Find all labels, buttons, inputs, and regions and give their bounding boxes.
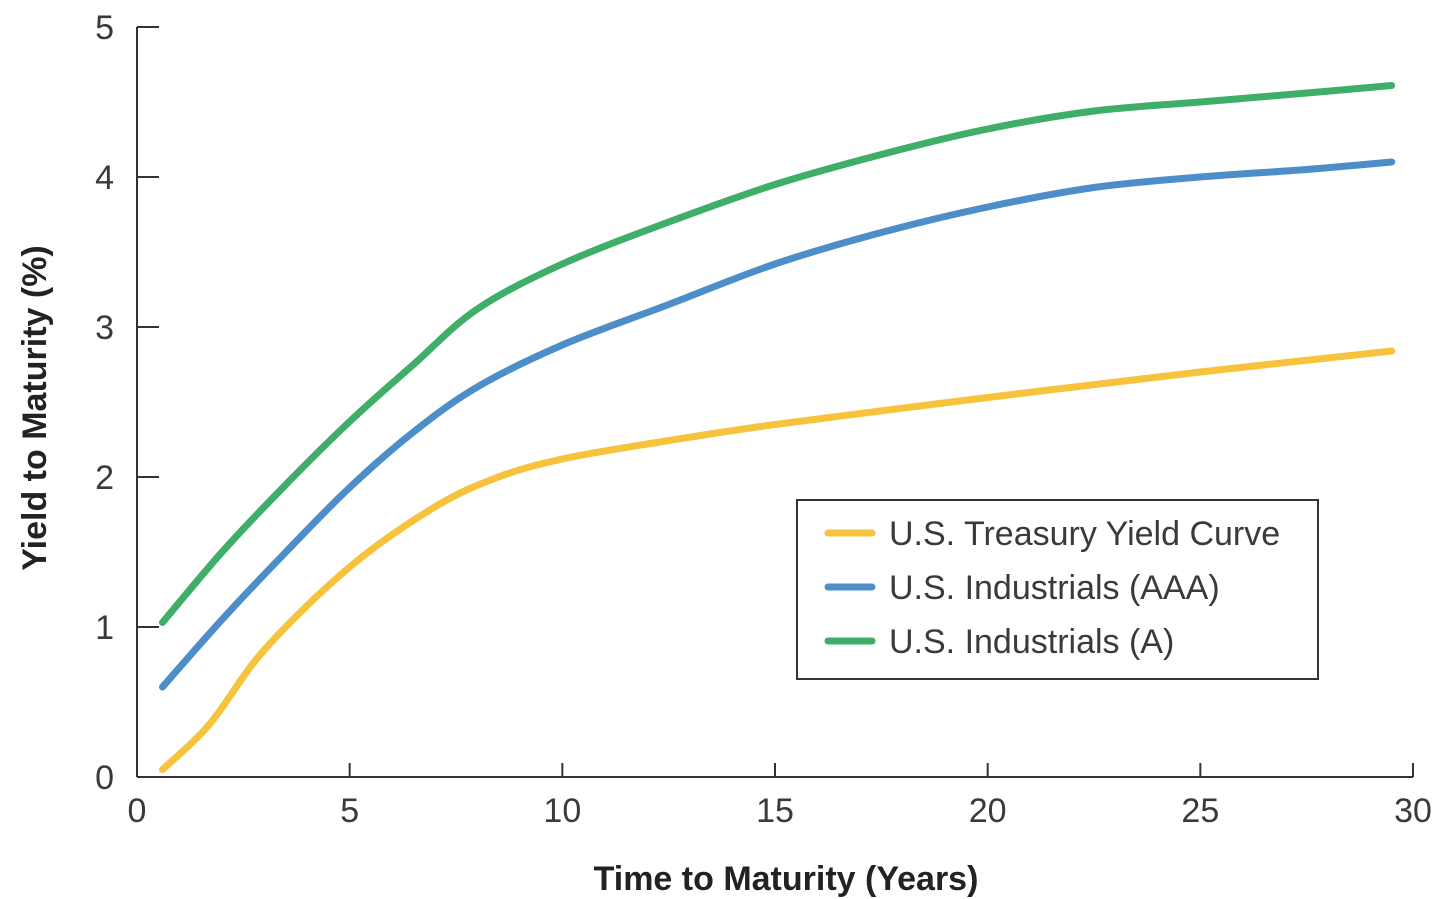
- y-axis-title: Yield to Maturity (%): [16, 245, 54, 571]
- series-lines: [159, 82, 1396, 773]
- legend-label: U.S. Treasury Yield Curve: [889, 515, 1280, 553]
- y-tick-label: 2: [95, 459, 114, 497]
- ticks: 0 5 10 15 20 25 30 0 1 2 3 4 5: [95, 9, 1432, 830]
- y-tick-label: 4: [95, 159, 114, 197]
- x-tick-label: 10: [543, 792, 581, 830]
- x-tick-label: 30: [1394, 792, 1432, 830]
- x-tick-label: 15: [756, 792, 794, 830]
- x-tick-label: 25: [1181, 792, 1219, 830]
- y-tick-label: 0: [95, 759, 114, 797]
- legend-box: [796, 499, 1319, 680]
- series-line-u-s-treasury-yield-curve: [159, 347, 1396, 773]
- x-tick-label: 20: [969, 792, 1007, 830]
- legend: U.S. Treasury Yield Curve U.S. Industrial…: [796, 499, 1319, 680]
- y-tick-label: 5: [95, 9, 114, 47]
- x-tick-label: 0: [128, 792, 147, 830]
- legend-label: U.S. Industrials (AAA): [889, 569, 1220, 607]
- legend-label: U.S. Industrials (A): [889, 623, 1174, 661]
- series-line-u-s-industrials-aaa: [159, 158, 1396, 691]
- series-line-u-s-industrials-a: [159, 82, 1396, 626]
- x-axis-title: Time to Maturity (Years): [594, 860, 979, 898]
- y-tick-label: 3: [95, 309, 114, 347]
- x-tick-label: 5: [340, 792, 359, 830]
- y-tick-label: 1: [95, 609, 114, 647]
